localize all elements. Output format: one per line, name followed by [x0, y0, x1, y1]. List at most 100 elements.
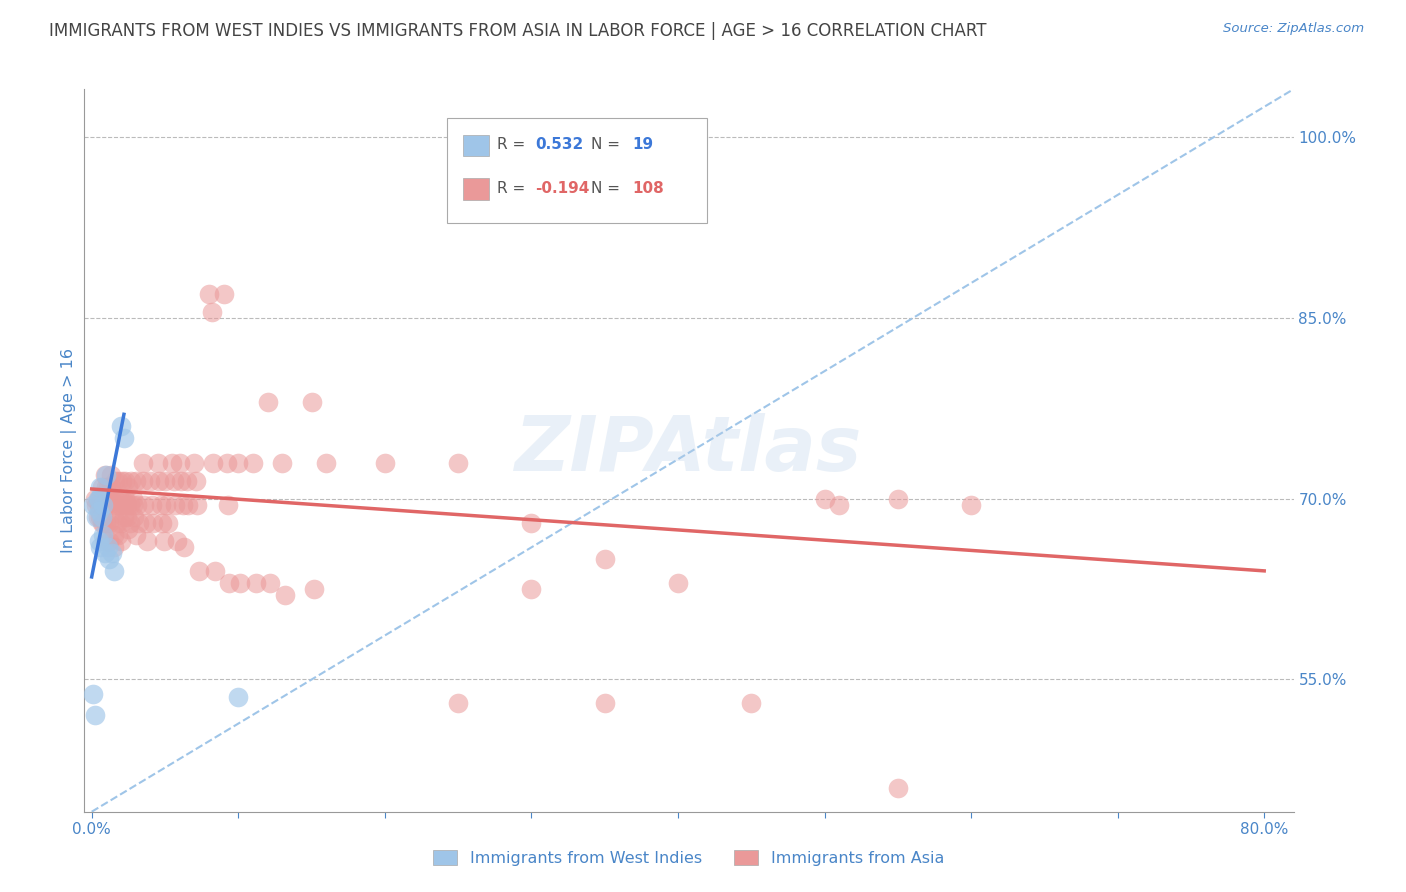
Point — [104, 474, 127, 488]
Point — [111, 491, 134, 506]
Point — [96, 516, 118, 530]
Text: R =: R = — [496, 137, 530, 153]
Point — [374, 456, 396, 470]
Point — [112, 509, 135, 524]
Point — [87, 491, 110, 506]
Point — [271, 456, 294, 470]
Point — [84, 498, 107, 512]
Point — [117, 522, 139, 536]
Point — [117, 480, 139, 494]
Point — [103, 528, 125, 542]
Point — [212, 287, 235, 301]
Point — [132, 456, 155, 470]
Point — [139, 474, 162, 488]
Text: ZIPAtlas: ZIPAtlas — [515, 414, 863, 487]
Text: 0.532: 0.532 — [536, 137, 583, 153]
Point — [124, 528, 146, 542]
Text: 19: 19 — [633, 137, 654, 153]
Point — [150, 516, 173, 530]
Text: N =: N = — [591, 181, 624, 195]
Point — [256, 395, 278, 409]
Point — [245, 576, 267, 591]
Point — [593, 696, 616, 710]
Point — [103, 509, 125, 524]
Point — [98, 516, 121, 530]
Text: 108: 108 — [633, 181, 664, 195]
Point — [104, 491, 127, 506]
Point — [198, 287, 221, 301]
Point — [118, 498, 141, 512]
Point — [813, 491, 835, 506]
Point — [94, 533, 117, 548]
Point — [89, 480, 111, 494]
Point — [153, 474, 176, 488]
Point — [149, 498, 172, 512]
Point — [173, 540, 195, 554]
Point — [304, 582, 326, 596]
Point — [166, 533, 188, 548]
Point — [315, 456, 337, 470]
Point — [176, 474, 198, 488]
Point — [301, 395, 323, 409]
Point — [100, 480, 122, 494]
Point — [142, 516, 165, 530]
Point — [186, 498, 208, 512]
Point — [204, 564, 226, 578]
Point — [93, 498, 115, 512]
Point — [132, 474, 155, 488]
Point — [740, 696, 762, 710]
Point — [112, 498, 135, 512]
Point — [87, 533, 110, 548]
Bar — [463, 178, 489, 200]
Text: IMMIGRANTS FROM WEST INDIES VS IMMIGRANTS FROM ASIA IN LABOR FORCE | AGE > 16 CO: IMMIGRANTS FROM WEST INDIES VS IMMIGRANT… — [49, 22, 987, 40]
Point — [83, 708, 105, 723]
Point — [172, 498, 194, 512]
Point — [201, 305, 224, 319]
Point — [83, 491, 105, 506]
Point — [110, 516, 132, 530]
Point — [152, 533, 174, 548]
Point — [135, 516, 157, 530]
Point — [107, 528, 129, 542]
Point — [93, 528, 115, 542]
Point — [111, 474, 134, 488]
Point — [100, 467, 122, 482]
Point — [156, 516, 179, 530]
Point — [105, 498, 128, 512]
Point — [96, 467, 118, 482]
Point — [593, 551, 616, 566]
Point — [101, 546, 124, 560]
Point — [86, 491, 108, 506]
Point — [520, 582, 543, 596]
Point — [121, 491, 143, 506]
Point — [162, 456, 184, 470]
Point — [124, 474, 146, 488]
Point — [148, 474, 170, 488]
FancyBboxPatch shape — [447, 118, 707, 223]
Point — [242, 456, 264, 470]
Point — [103, 564, 125, 578]
Point — [121, 498, 143, 512]
Point — [127, 498, 149, 512]
Point — [108, 491, 131, 506]
Point — [134, 498, 156, 512]
Point — [666, 576, 689, 591]
Point — [87, 498, 110, 512]
Point — [114, 474, 136, 488]
Point — [115, 498, 138, 512]
Text: N =: N = — [591, 137, 624, 153]
Point — [183, 456, 205, 470]
Point — [447, 696, 470, 710]
Point — [94, 546, 117, 560]
Point — [887, 491, 910, 506]
Point — [115, 509, 138, 524]
Point — [520, 516, 543, 530]
Point — [98, 551, 121, 566]
Point — [112, 432, 135, 446]
Point — [215, 456, 238, 470]
Point — [110, 419, 132, 434]
Point — [97, 491, 120, 506]
Point — [101, 498, 124, 512]
Point — [141, 498, 163, 512]
Bar — [463, 135, 489, 156]
